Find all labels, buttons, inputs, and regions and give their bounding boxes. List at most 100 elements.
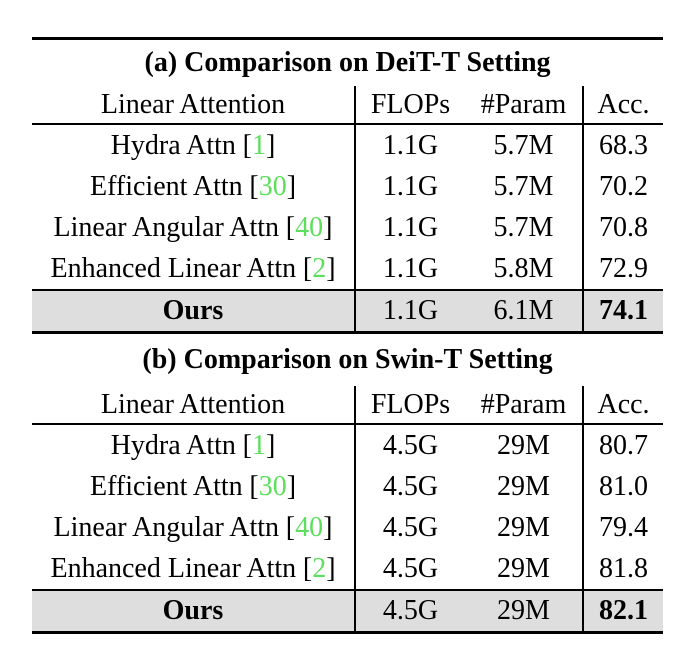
ours-label: Ours [32, 289, 355, 333]
header-acc: Acc. [581, 86, 664, 125]
acc-cell: 68.3 [581, 124, 664, 166]
flops-cell: 4.5G [354, 507, 465, 548]
param-cell: 5.8M [493, 252, 554, 284]
acc-cell: 70.8 [581, 207, 664, 248]
cite-bracket-open: [ [285, 511, 296, 543]
cite-bracket-open: [ [242, 129, 252, 161]
citation-link[interactable]: 1 [251, 129, 266, 161]
flops-cell: 4.5G [354, 424, 465, 466]
header-linear-attention: Linear Attention [32, 86, 355, 125]
cite-bracket-close: ] [326, 552, 336, 584]
acc-cell: 81.8 [581, 548, 664, 590]
ours-highlight-row: Ours 4.5G 29M 82.1 [32, 589, 664, 633]
header-flops: FLOPs [354, 86, 465, 125]
method-cell: Enhanced Linear Attn [2] [32, 548, 355, 590]
flops-cell: 1.1G [354, 124, 465, 166]
cite-bracket-close: ] [323, 211, 333, 243]
cite-bracket-open: [ [242, 429, 252, 461]
table-row: Hydra Attn [1] 4.5G 29M 80.7 [32, 424, 664, 466]
param-cell: 6.1M [465, 289, 583, 333]
header-param: #Param [465, 86, 583, 125]
citation-link[interactable]: 2 [312, 552, 327, 584]
cite-bracket-open: [ [249, 470, 259, 502]
table-row: Enhanced Linear Attn [2] 4.5G 29M 81.8 [32, 548, 664, 590]
cite-bracket-close: ] [286, 470, 297, 502]
cite-bracket-open: [ [302, 552, 313, 584]
param-cell: 29M [497, 429, 550, 461]
table-caption-row: (b) Comparison on Swin-T Setting [32, 334, 663, 386]
comparison-table-deit-t: (a) Comparison on DeiT-T Setting Linear … [32, 37, 664, 334]
citation-link[interactable]: 40 [295, 511, 324, 543]
method-cell: Efficient Attn [30] [32, 466, 355, 507]
param-cell: 29M [465, 589, 583, 633]
table-header-row: Linear Attention FLOPs #Param Acc. [32, 86, 664, 125]
ours-highlight-row: Ours 1.1G 6.1M 74.1 [32, 289, 664, 333]
cite-bracket-close: ] [265, 429, 276, 461]
acc-cell: 74.1 [581, 289, 664, 333]
flops-cell: 4.5G [354, 466, 465, 507]
table-caption-b: (b) Comparison on Swin-T Setting [142, 344, 553, 375]
citation-link[interactable]: 40 [295, 211, 324, 243]
table-caption-a: (a) Comparison on DeiT-T Setting [144, 47, 551, 78]
method-name: Efficient Attn [89, 470, 243, 502]
method-name: Hydra Attn [110, 129, 236, 161]
comparison-table-swin-t: (b) Comparison on Swin-T Setting Linear … [32, 334, 664, 634]
table-header-row: Linear Attention FLOPs #Param Acc. [32, 386, 664, 425]
table-row: Hydra Attn [1] 1.1G 5.7M 68.3 [32, 124, 664, 166]
header-acc: Acc. [581, 386, 664, 425]
method-cell: Enhanced Linear Attn [2] [32, 248, 355, 290]
flops-cell: 1.1G [354, 248, 465, 290]
header-param: #Param [465, 386, 583, 425]
acc-cell: 80.7 [581, 424, 664, 466]
comparison-tables: (a) Comparison on DeiT-T Setting Linear … [32, 37, 664, 634]
param-cell: 5.7M [493, 129, 554, 161]
citation-link[interactable]: 30 [258, 470, 287, 502]
method-name: Enhanced Linear Attn [50, 252, 297, 284]
citation-link[interactable]: 1 [251, 429, 266, 461]
method-name: Linear Angular Attn [53, 511, 280, 543]
flops-cell: 1.1G [354, 289, 465, 333]
header-linear-attention: Linear Attention [32, 386, 355, 425]
table-row: Efficient Attn [30] 1.1G 5.7M 70.2 [32, 166, 664, 207]
cite-bracket-close: ] [265, 129, 276, 161]
param-cell: 29M [497, 511, 550, 543]
method-cell: Hydra Attn [1] [32, 124, 355, 166]
ours-label: Ours [32, 589, 355, 633]
cite-bracket-open: [ [249, 170, 259, 202]
cite-bracket-open: [ [285, 211, 296, 243]
header-flops: FLOPs [354, 386, 465, 425]
citation-link[interactable]: 30 [258, 170, 287, 202]
acc-cell: 81.0 [581, 466, 664, 507]
cite-bracket-close: ] [323, 511, 333, 543]
param-cell: 5.7M [493, 211, 554, 243]
method-name: Hydra Attn [110, 429, 236, 461]
acc-cell: 70.2 [581, 166, 664, 207]
method-cell: Efficient Attn [30] [32, 166, 355, 207]
method-cell: Hydra Attn [1] [32, 424, 355, 466]
acc-cell: 82.1 [581, 589, 664, 633]
citation-link[interactable]: 2 [312, 252, 327, 284]
cite-bracket-close: ] [326, 252, 336, 284]
acc-cell: 79.4 [581, 507, 664, 548]
param-cell: 29M [497, 470, 550, 502]
method-name: Efficient Attn [89, 170, 243, 202]
flops-cell: 4.5G [354, 589, 465, 633]
param-cell: 5.7M [493, 170, 554, 202]
method-name: Enhanced Linear Attn [50, 552, 297, 584]
flops-cell: 1.1G [354, 207, 465, 248]
method-name: Linear Angular Attn [53, 211, 280, 243]
cite-bracket-open: [ [302, 252, 313, 284]
table-row: Enhanced Linear Attn [2] 1.1G 5.8M 72.9 [32, 248, 664, 290]
table-row: Linear Angular Attn [40] 4.5G 29M 79.4 [32, 507, 664, 548]
flops-cell: 4.5G [354, 548, 465, 590]
method-cell: Linear Angular Attn [40] [32, 507, 355, 548]
flops-cell: 1.1G [354, 166, 465, 207]
acc-cell: 72.9 [581, 248, 664, 290]
table-row: Efficient Attn [30] 4.5G 29M 81.0 [32, 466, 664, 507]
method-cell: Linear Angular Attn [40] [32, 207, 355, 248]
table-caption-row: (a) Comparison on DeiT-T Setting [32, 39, 663, 87]
param-cell: 29M [497, 552, 550, 584]
table-row: Linear Angular Attn [40] 1.1G 5.7M 70.8 [32, 207, 664, 248]
cite-bracket-close: ] [286, 170, 297, 202]
